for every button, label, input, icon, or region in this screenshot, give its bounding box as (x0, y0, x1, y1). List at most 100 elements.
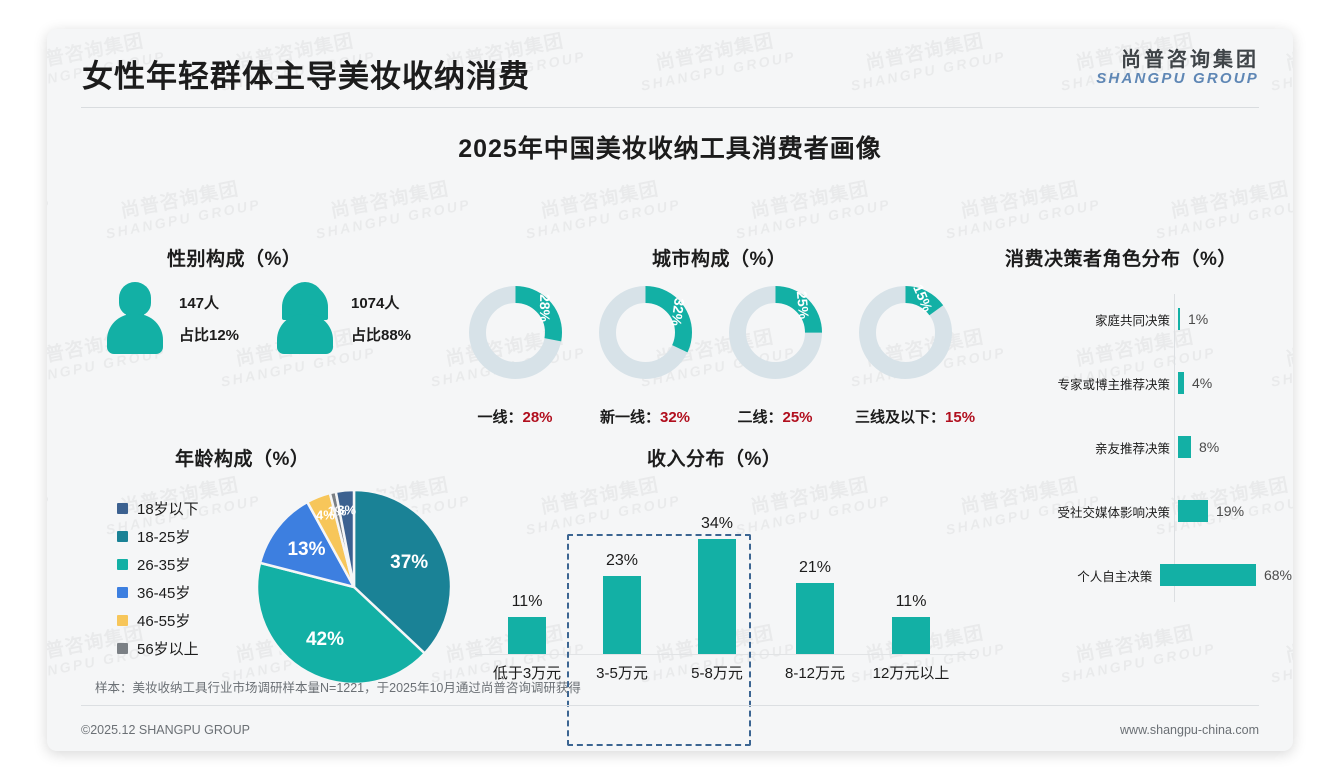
income-bar-value: 11% (895, 593, 927, 610)
income-bar-chart: 11% 23% 34% 21% 11% (467, 496, 987, 746)
gender-male-count: 147人 (179, 295, 220, 312)
legend-swatch-icon (117, 530, 128, 542)
gender-female-count: 1074人 (351, 295, 400, 312)
income-category-label: 5-8万元 (691, 665, 743, 682)
income-bar (508, 617, 546, 654)
age-legend-item: 46-55岁 (117, 606, 199, 634)
page-title: 女性年轻群体主导美妆收纳消费 (82, 59, 530, 94)
income-bar (698, 539, 736, 654)
age-legend: 18岁以下 18-25岁 26-35岁 36-45岁 46-55岁 56岁以上 (117, 494, 199, 662)
income-bar-column: 11% (479, 593, 575, 654)
gender-female-share: 占比88% (351, 326, 412, 344)
donut-caption: 三线及以下：15% (855, 409, 976, 426)
role-value: 1% (1188, 311, 1209, 327)
brand-logo: 尚普咨询集团 SHANGPU GROUP (1096, 49, 1259, 88)
roles-axis-line (1174, 294, 1175, 602)
income-bar-value: 21% (798, 559, 832, 576)
donut-caption: 二线：25% (737, 409, 813, 426)
roles-title: 消费决策者角色分布（%） (1005, 249, 1237, 270)
income-bar (796, 583, 834, 654)
income-bar-column: 23% (574, 552, 670, 654)
donut-graphic: 32% (598, 286, 692, 379)
footer-copyright: ©2025.12 SHANGPU GROUP (81, 723, 250, 737)
income-bar-column: 21% (767, 559, 863, 654)
role-label: 家庭共同决策 (1094, 313, 1170, 328)
age-legend-item: 56岁以上 (117, 634, 199, 662)
role-row: 受社交媒体影响决策 19% (1002, 498, 1292, 524)
legend-swatch-icon (117, 642, 128, 654)
role-value: 4% (1192, 375, 1213, 391)
male-figure-icon (107, 282, 163, 354)
income-bar (603, 576, 641, 654)
role-value: 19% (1216, 503, 1245, 519)
age-title: 年龄构成（%） (175, 449, 310, 470)
city-donut-3: 25% 二线：25% (725, 286, 825, 426)
sample-note: 样本：美妆收纳工具行业市场调研样本量N=1221，于2025年10月通过尚普咨询… (95, 681, 581, 695)
income-category-label: 3-5万元 (596, 665, 648, 682)
chart-main-title: 2025年中国美妆收纳工具消费者画像 (458, 135, 882, 163)
gender-male-share: 占比12% (179, 326, 240, 344)
income-category-axis: 低于3万元 3-5万元 5-8万元 8-12万元 12万元以上 (467, 662, 987, 688)
footer-divider (81, 705, 1259, 706)
role-row: 专家或博主推荐决策 4% (1002, 370, 1292, 396)
income-title: 收入分布（%） (647, 449, 782, 470)
donut-graphic: 15% (858, 282, 952, 379)
role-row: 亲友推荐决策 8% (1002, 434, 1292, 460)
income-bar (892, 617, 930, 654)
female-figure-icon (277, 282, 333, 354)
income-baseline (475, 654, 975, 655)
income-bar-column: 34% (669, 515, 765, 654)
income-bar-value: 11% (511, 593, 543, 610)
donut-graphic: 25% (728, 286, 822, 379)
legend-label: 18岁以下 (137, 500, 199, 518)
pie-value-label: 37% (390, 552, 429, 574)
income-category-label: 8-12万元 (784, 665, 846, 682)
legend-label: 46-55岁 (137, 612, 191, 630)
footer-website: www.shangpu-china.com (1120, 723, 1259, 737)
age-legend-item: 18岁以下 (117, 494, 199, 522)
pie-value-label: 13% (287, 539, 326, 561)
income-bar-column: 11% (863, 593, 959, 654)
income-bar-value: 34% (700, 515, 734, 532)
header: 女性年轻群体主导美妆收纳消费 尚普咨询集团 SHANGPU GROUP (47, 29, 1293, 111)
age-legend-item: 18-25岁 (117, 522, 199, 550)
income-category-label: 12万元以上 (872, 665, 950, 682)
legend-swatch-icon (117, 558, 128, 570)
role-row: 家庭共同决策 1% (1002, 306, 1292, 332)
income-section: 收入分布（%） 11% 23% 34% 21% 11% 低于3万元 3-5万元 5-8万元 8… (467, 444, 987, 746)
legend-swatch-icon (117, 502, 128, 514)
pie-value-label: 3% (337, 502, 357, 518)
gender-item-male (107, 282, 163, 354)
age-legend-item: 36-45岁 (117, 578, 199, 606)
income-bar-value: 23% (605, 552, 639, 569)
gender-section: 性别构成（%） 147人 占比12% 1074人 占比88% (107, 244, 437, 374)
role-bar (1178, 372, 1184, 394)
gender-male-text: 147人 占比12% (179, 288, 239, 351)
role-bar (1178, 308, 1180, 330)
age-section: 年龄构成（%） 18岁以下 18-25岁 26-35岁 36-45岁 46-55岁 56岁… (107, 444, 467, 694)
age-legend-item: 26-35岁 (117, 550, 199, 578)
income-category-label: 低于3万元 (492, 665, 562, 682)
city-donut-1: 28% 一线：28% (465, 286, 565, 426)
role-row: 个人自主决策 68% (1002, 562, 1292, 588)
footer: ©2025.12 SHANGPU GROUP www.shangpu-china… (47, 715, 1293, 751)
brand-name-cn: 尚普咨询集团 (1121, 49, 1259, 71)
city-section: 城市构成（%） 28% 一线：28% 32% 新一线：32% 25% 二线：25% 15% 三… (447, 244, 1027, 426)
role-label: 受社交媒体影响决策 (1057, 505, 1170, 520)
donut-caption: 一线：28% (477, 409, 553, 426)
pie-value-label: 1% (327, 503, 347, 519)
role-bar (1178, 436, 1191, 458)
roles-section: 消费决策者角色分布（%） 家庭共同决策 1% 专家或博主推荐决策 4% 亲友推荐决策 8%… (1002, 244, 1292, 619)
role-value: 8% (1199, 439, 1220, 455)
legend-swatch-icon (117, 586, 128, 598)
